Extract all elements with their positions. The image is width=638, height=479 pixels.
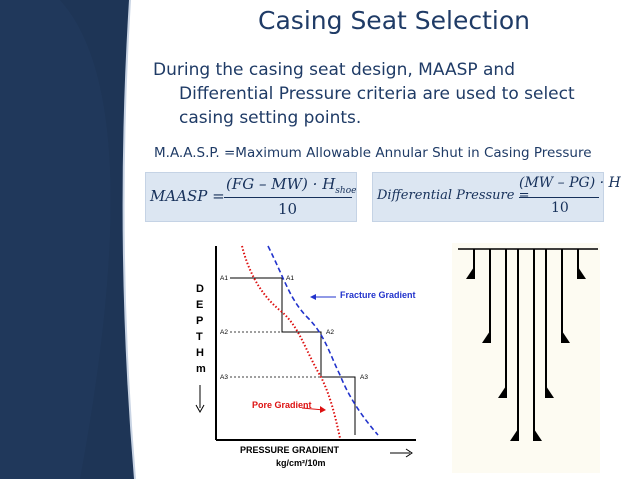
maasp-subscript: shoe bbox=[335, 186, 357, 196]
marker-right-1: A1 bbox=[286, 275, 294, 282]
body-line-3: casing setting points. bbox=[179, 108, 362, 128]
depth-arrow-head bbox=[195, 404, 205, 414]
maasp-denominator: 10 bbox=[278, 200, 298, 218]
casing-step-lines bbox=[230, 277, 356, 435]
fracture-gradient-label: Fracture Gradient bbox=[340, 290, 416, 300]
dp-fraction-bar bbox=[519, 197, 599, 198]
depth-letter-m: m bbox=[196, 363, 206, 375]
marker-left-3: A3 bbox=[220, 374, 228, 381]
marker-left-1: A1 bbox=[220, 275, 228, 282]
dp-denominator: 10 bbox=[551, 200, 569, 216]
maasp-fraction-bar bbox=[224, 197, 352, 198]
x-axis-label: PRESSURE GRADIENT bbox=[240, 445, 340, 455]
dp-numerator: (MW – PG) · H bbox=[519, 175, 621, 191]
pore-gradient-label: Pore Gradient bbox=[252, 400, 312, 410]
dp-lhs: Differential Pressure = bbox=[377, 188, 530, 203]
maasp-lhs: MAASP = bbox=[150, 187, 225, 205]
pore-label-arrowhead bbox=[320, 406, 326, 413]
depth-letter-t: T bbox=[196, 331, 203, 343]
depth-letter-p: P bbox=[196, 315, 203, 327]
casing-schematic bbox=[452, 243, 600, 473]
casing-strings bbox=[473, 249, 579, 441]
depth-letter-e: E bbox=[196, 299, 203, 311]
casing-shoes bbox=[466, 267, 586, 441]
maasp-definition: M.A.A.S.P. =Maximum Allowable Annular Sh… bbox=[154, 145, 592, 161]
body-paragraph: During the casing seat design, MAASP and… bbox=[153, 58, 633, 130]
x-arrow-head bbox=[405, 448, 413, 458]
body-line-1: During the casing seat design, MAASP and bbox=[153, 60, 515, 80]
marker-right-3: A3 bbox=[360, 374, 368, 381]
fracture-gradient-line bbox=[267, 245, 379, 436]
maasp-numerator: (FG – MW) · Hshoe bbox=[226, 175, 356, 196]
depth-letter-d: D bbox=[196, 283, 204, 295]
pore-gradient-line bbox=[241, 245, 341, 439]
body-line-2: Differential Pressure criteria are used … bbox=[179, 84, 575, 104]
maasp-numerator-text: (FG – MW) · H bbox=[226, 175, 336, 193]
fracture-label-arrowhead bbox=[310, 294, 316, 300]
maasp-equation: MAASP = (FG – MW) · Hshoe 10 bbox=[145, 172, 357, 222]
slide-title: Casing Seat Selection bbox=[258, 6, 530, 35]
marker-right-2: A2 bbox=[326, 329, 334, 336]
sidebar-decoration bbox=[0, 0, 136, 479]
marker-left-2: A2 bbox=[220, 329, 228, 336]
differential-pressure-equation: Differential Pressure = (MW – PG) · H 10 bbox=[372, 172, 621, 222]
depth-letter-h: H bbox=[196, 347, 204, 359]
x-axis-unit: kg/cm²/10m bbox=[276, 458, 326, 468]
